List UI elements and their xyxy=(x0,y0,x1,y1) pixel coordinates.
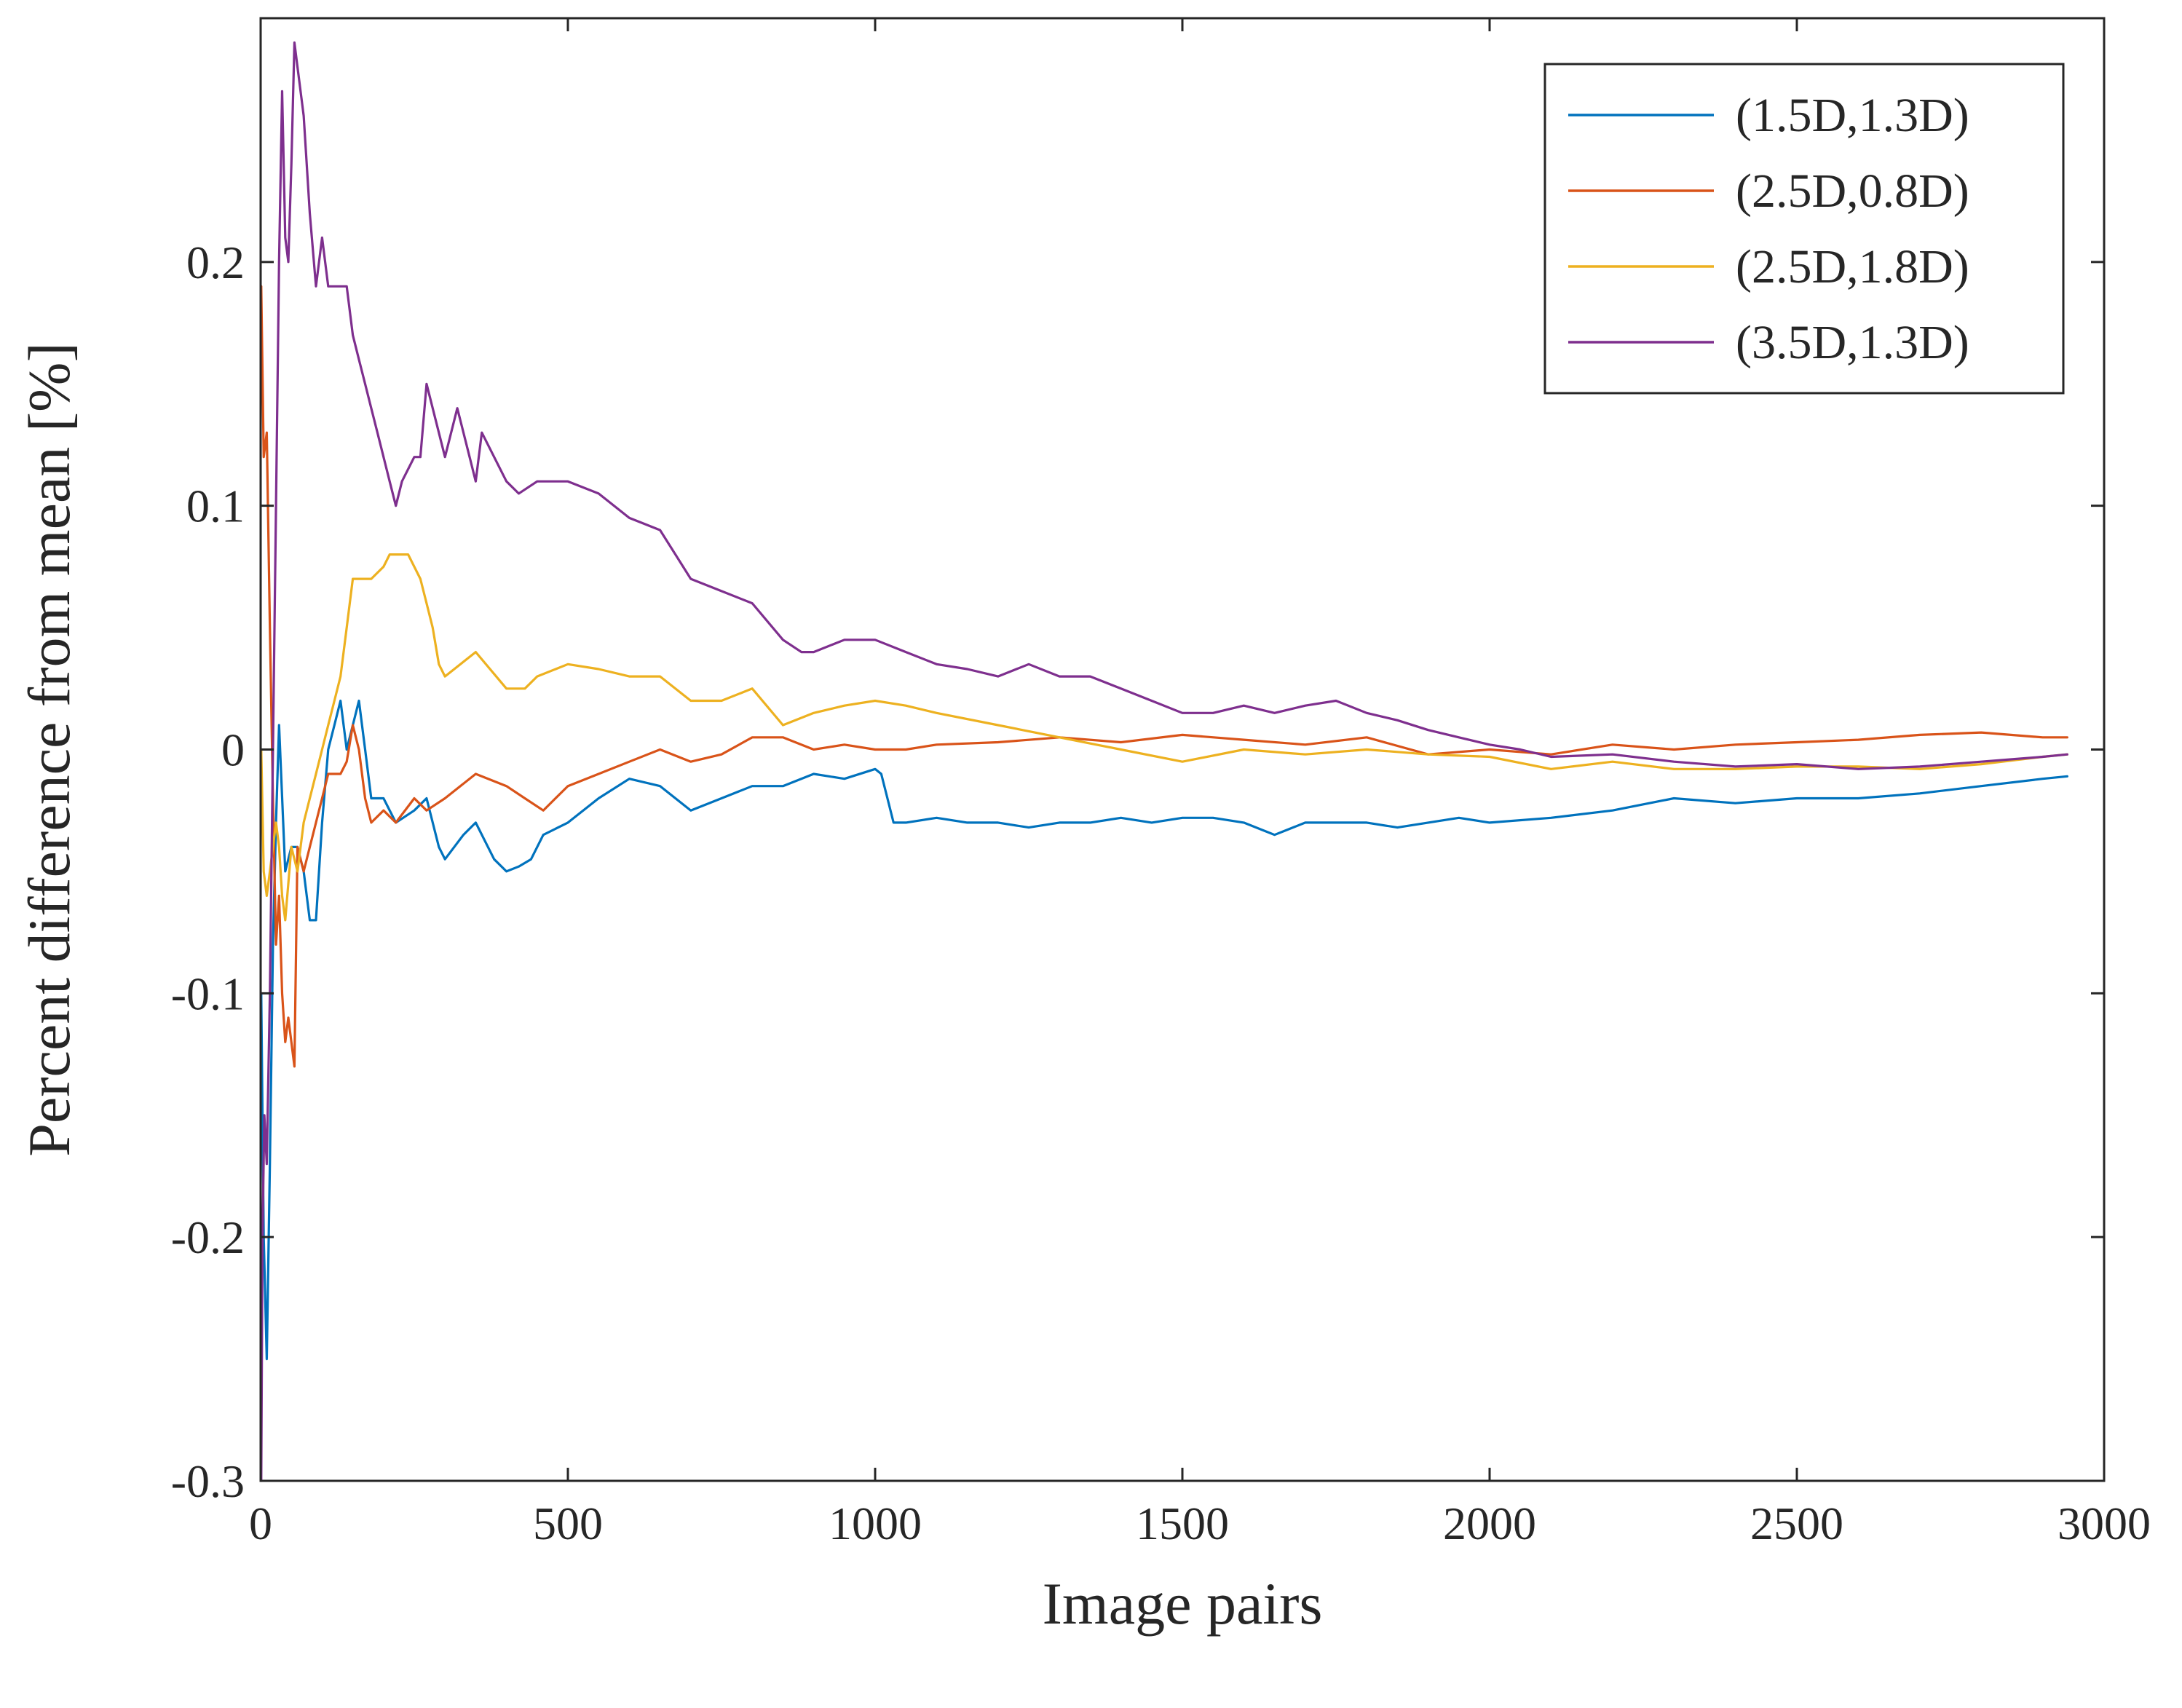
legend-label: (3.5D,1.3D) xyxy=(1736,316,1969,369)
x-tick-label: 3000 xyxy=(2058,1498,2151,1549)
x-tick-label: 0 xyxy=(249,1498,272,1549)
y-tick-label: -0.1 xyxy=(171,968,245,1019)
series-line-1 xyxy=(260,699,2068,1361)
x-tick-label: 500 xyxy=(533,1498,603,1549)
legend-box xyxy=(1543,63,2065,395)
x-axis-title: Image pairs xyxy=(1043,1570,1323,1637)
x-tick-label: 2000 xyxy=(1443,1498,1536,1549)
series-line-4 xyxy=(260,41,2068,1482)
x-tick-label: 1000 xyxy=(829,1498,922,1549)
y-tick-label: 0.2 xyxy=(186,237,245,288)
y-tick-label: 0.1 xyxy=(186,481,245,532)
x-tick-label: 2500 xyxy=(1750,1498,1843,1549)
y-tick-label: 0 xyxy=(221,724,245,776)
x-tick-label: 1500 xyxy=(1136,1498,1229,1549)
y-axis-title: Percent difference from mean [%] xyxy=(16,342,82,1157)
legend-label: (1.5D,1.3D) xyxy=(1736,89,1969,142)
series-group xyxy=(260,41,2068,1482)
legend-label: (2.5D,0.8D) xyxy=(1736,165,1969,218)
ticks-group: 0 500 1000 1500 2000 2500 3000 -0.3 -0.2 -0.1 0 0.1… xyxy=(171,18,2151,1549)
series-line-2 xyxy=(260,285,2068,1068)
y-tick-label: -0.3 xyxy=(171,1455,245,1507)
legend-label: (2.5D,1.8D) xyxy=(1736,240,1969,293)
series-line-3 xyxy=(260,553,2068,922)
legend: (1.5D,1.3D) (2.5D,0.8D) (2.5D,1.8D) (3.5D,1… xyxy=(1543,63,2065,395)
y-tick-label: -0.2 xyxy=(171,1211,245,1263)
